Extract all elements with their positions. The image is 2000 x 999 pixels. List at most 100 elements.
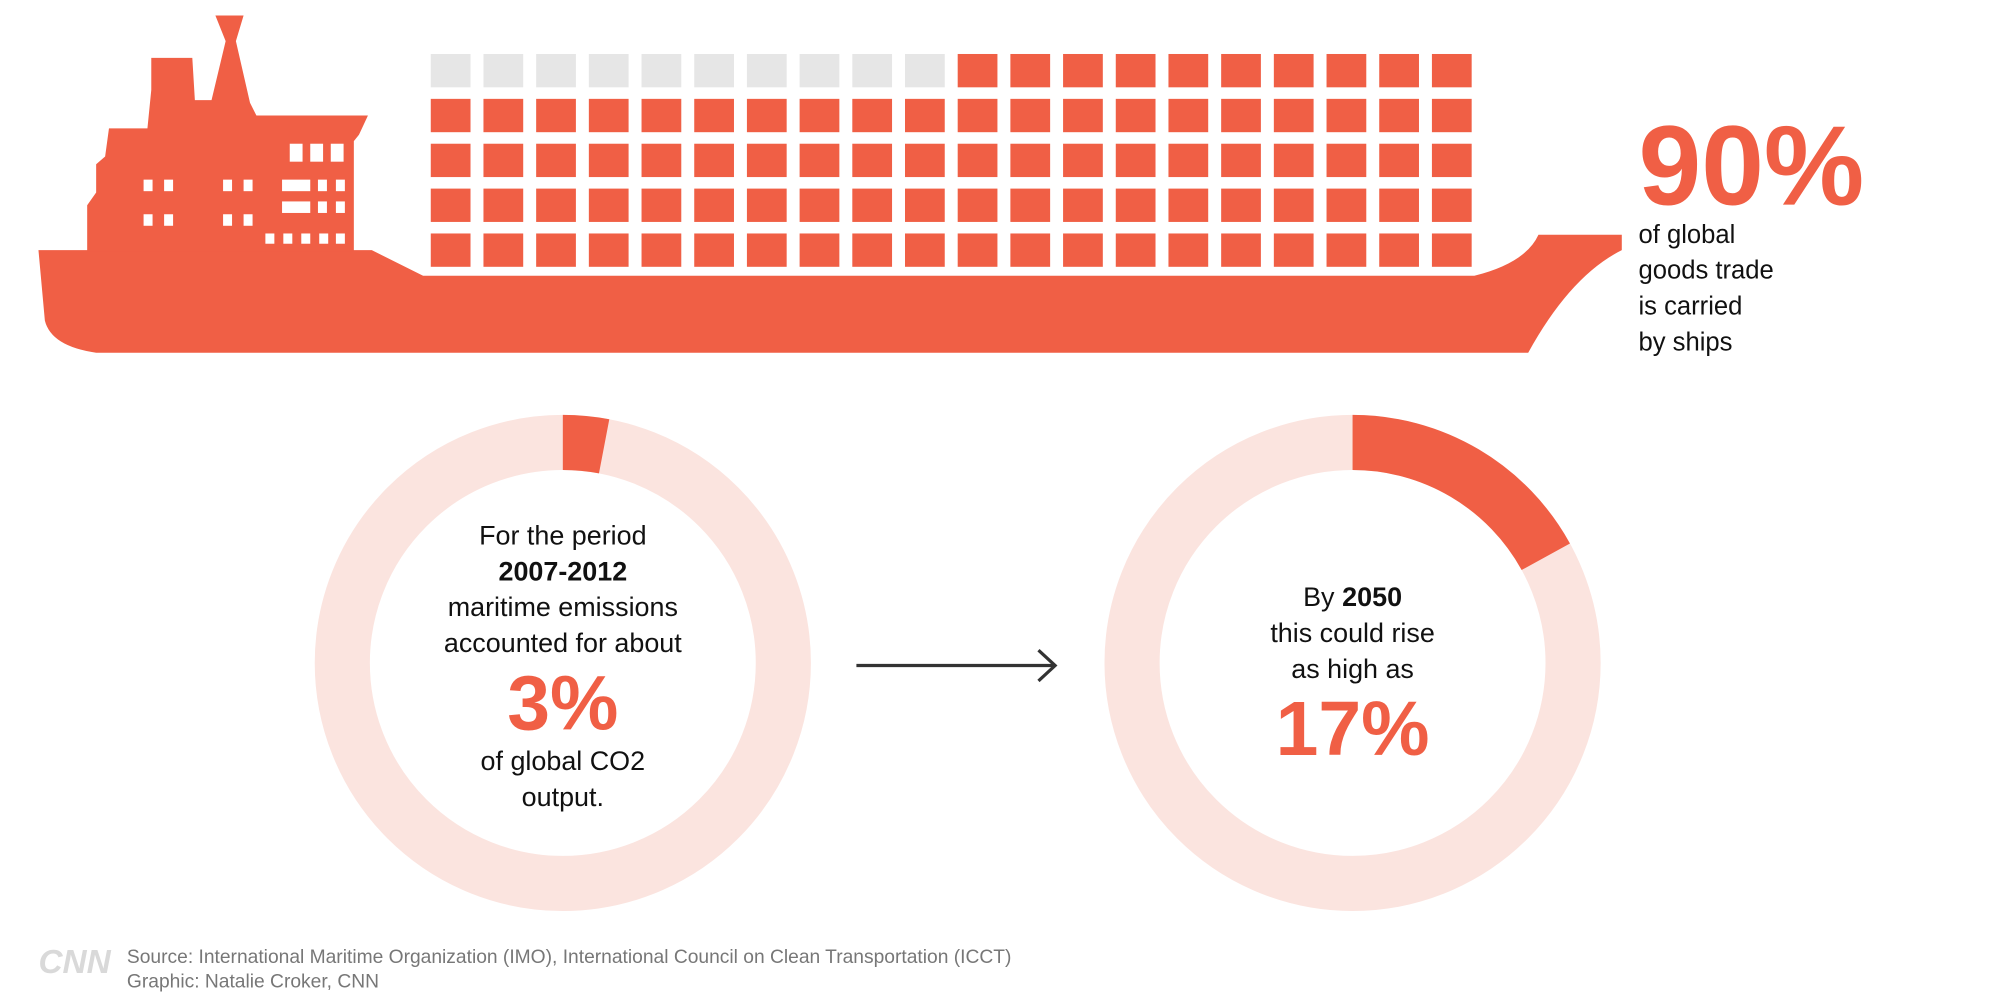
container: [1010, 233, 1051, 267]
donut-value: 3%: [507, 660, 618, 746]
container: [1431, 143, 1472, 178]
container: [1221, 188, 1261, 222]
container: [694, 98, 734, 133]
container: [1010, 143, 1051, 178]
superstructure: [87, 15, 368, 252]
container: [536, 188, 576, 222]
container: [1221, 53, 1261, 88]
windows: [143, 143, 345, 244]
container: [483, 98, 524, 133]
container: [1326, 53, 1367, 88]
container: [905, 98, 945, 133]
ship: [38, 15, 1622, 353]
donut-line: accounted for about: [444, 628, 682, 658]
donut-line: this could rise: [1270, 618, 1435, 648]
container: [1063, 233, 1103, 267]
credit: Graphic: Natalie Croker, CNN: [127, 971, 379, 992]
container: [746, 233, 787, 267]
caption-line: of global: [1638, 221, 1735, 249]
container: [746, 188, 787, 222]
container: [799, 98, 840, 133]
container: [1273, 143, 1314, 178]
stat-caption: of global goods trade is carried by ships: [1638, 221, 1773, 357]
container: [536, 53, 576, 88]
container: [905, 143, 945, 178]
container: [483, 233, 524, 267]
container: [1010, 188, 1051, 222]
donut-line: of global CO2: [481, 746, 646, 776]
container: [1221, 98, 1261, 133]
container: [1168, 188, 1209, 222]
year: 2050: [1342, 582, 1402, 612]
container: [957, 188, 998, 222]
container: [799, 143, 840, 178]
container: [1115, 188, 1156, 222]
caption-line: by ships: [1638, 328, 1732, 356]
container: [1063, 188, 1103, 222]
container: [641, 98, 682, 133]
container: [1168, 143, 1209, 178]
container: [1431, 233, 1472, 267]
container: [430, 188, 471, 222]
donut-line: 2007-2012: [498, 556, 627, 586]
donut-line: maritime emissions: [448, 592, 678, 622]
container: [588, 143, 629, 178]
container: [588, 188, 629, 222]
source: Source: International Maritime Organizat…: [127, 947, 1011, 968]
container: [1326, 233, 1367, 267]
donut-line: as high as: [1291, 654, 1414, 684]
container: [430, 233, 471, 267]
container: [1115, 233, 1156, 267]
container: [1221, 143, 1261, 178]
logo: CNN: [38, 944, 111, 981]
container: [1431, 188, 1472, 222]
container: [483, 188, 524, 222]
container: [536, 98, 576, 133]
waffle-empty: [430, 53, 945, 88]
container: [1379, 143, 1419, 178]
container: [1063, 98, 1103, 133]
container: [588, 98, 629, 133]
container: [1221, 233, 1261, 267]
container: [1010, 98, 1051, 133]
container: [905, 233, 945, 267]
container: [957, 233, 998, 267]
donut-line: output.: [522, 782, 604, 812]
container: [694, 143, 734, 178]
arrow: [856, 648, 1058, 683]
container: [1273, 98, 1314, 133]
container: [430, 143, 471, 178]
container: [852, 188, 893, 222]
container: [1379, 98, 1419, 133]
container: [852, 143, 893, 178]
hull: [38, 234, 1622, 353]
container: [1168, 98, 1209, 133]
container: [799, 233, 840, 267]
container: [430, 53, 471, 88]
container: [957, 53, 998, 88]
container: [536, 233, 576, 267]
donut-line: For the period: [479, 520, 647, 550]
container: [430, 98, 471, 133]
container: [641, 143, 682, 178]
container: [957, 143, 998, 178]
container: [483, 53, 524, 88]
container: [1326, 143, 1367, 178]
donut-arc: [562, 414, 610, 474]
container: [852, 233, 893, 267]
container: [1010, 53, 1051, 88]
container: [957, 98, 998, 133]
container: [588, 53, 629, 88]
container: [1273, 233, 1314, 267]
container: [536, 143, 576, 178]
container: [1326, 98, 1367, 133]
donut-arc: [1352, 414, 1570, 571]
donut-line: By 2050: [1303, 582, 1402, 612]
container: [1273, 53, 1314, 88]
container: [1115, 53, 1156, 88]
container: [694, 188, 734, 222]
container: [905, 188, 945, 222]
prefix: By: [1303, 582, 1335, 612]
container: [1115, 143, 1156, 178]
